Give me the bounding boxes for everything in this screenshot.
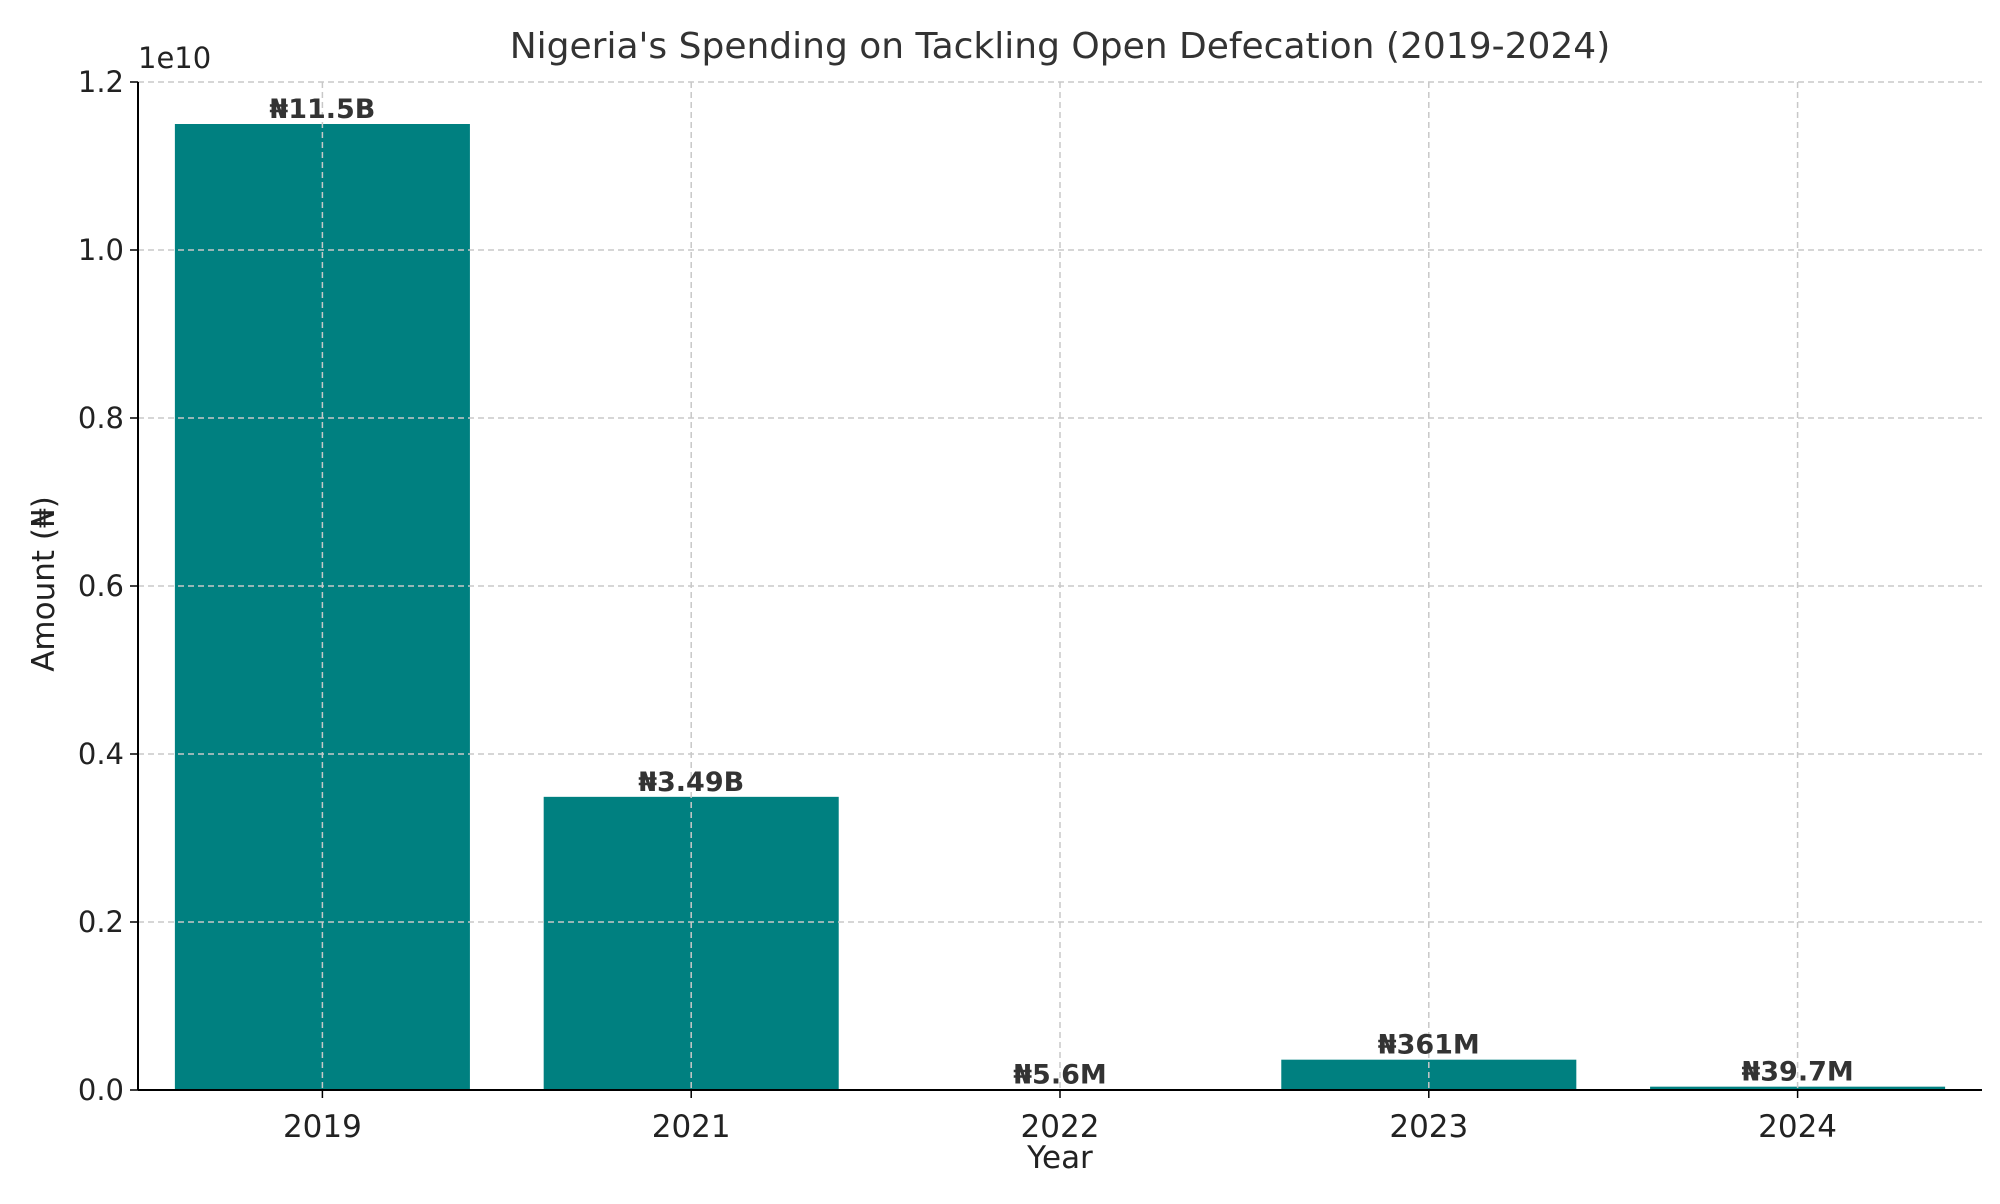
grid: [138, 81, 1982, 1090]
data-label-2023: ₦361M: [1378, 1030, 1480, 1061]
x-axis-label: Year: [1026, 1140, 1093, 1176]
y-tick-label: 1.2: [78, 65, 124, 99]
data-label-2019: ₦11.5B: [269, 94, 375, 125]
chart-title: Nigeria's Spending on Tackling Open Defe…: [510, 26, 1611, 67]
y-tick-label: 0.4: [78, 737, 124, 771]
data-label-2022: ₦5.6M: [1013, 1060, 1107, 1091]
y-axis-label: Amount (₦): [26, 496, 62, 672]
x-tick-label: 2023: [1389, 1109, 1468, 1145]
bar-2024: [1650, 1086, 1946, 1090]
x-tick-label: 2022: [1021, 1109, 1100, 1145]
x-tick-label: 2024: [1758, 1109, 1837, 1145]
y-tick-label: 0.0: [78, 1073, 124, 1107]
y-tick-label: 0.2: [78, 905, 124, 939]
y-scale-label: 1e10: [138, 41, 211, 75]
axes: 0.0 0.2 0.4 0.6 0.8 1.0 1.2 2019 2021 2022 2023 202…: [78, 65, 1982, 1145]
x-tick-label: 2021: [652, 1109, 731, 1145]
data-label-2024: ₦39.7M: [1741, 1057, 1853, 1088]
data-labels: ₦11.5B ₦3.49B ₦5.6M ₦361M ₦39.7M: [269, 94, 1853, 1091]
y-tick-label: 0.6: [78, 569, 124, 603]
y-tick-label: 0.8: [78, 401, 124, 435]
data-label-2021: ₦3.49B: [638, 767, 744, 798]
x-tick-label: 2019: [283, 1109, 362, 1145]
y-tick-label: 1.0: [78, 233, 124, 267]
